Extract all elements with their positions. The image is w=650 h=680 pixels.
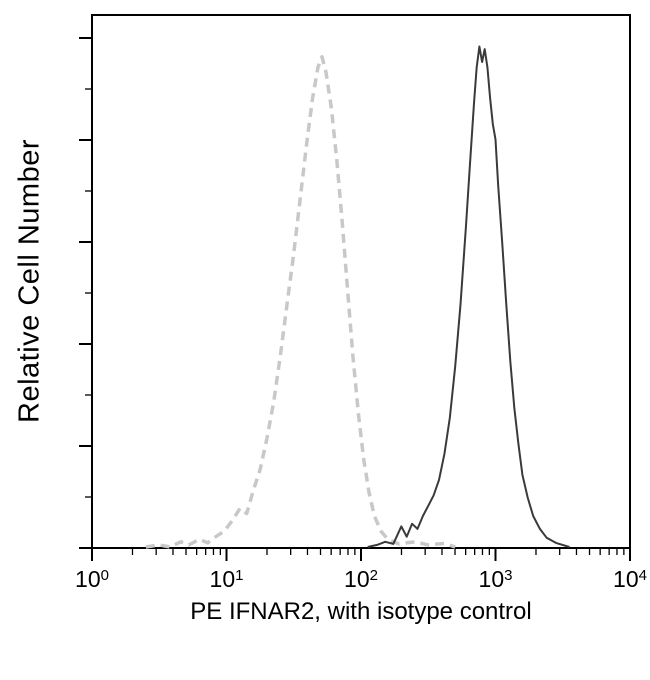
- x-tick-label: 102: [344, 566, 378, 592]
- x-tick-label: 101: [209, 566, 244, 592]
- x-tick-label: 104: [613, 566, 647, 592]
- x-axis-label: PE IFNAR2, with isotype control: [190, 598, 532, 625]
- y-axis-label: Relative Cell Number: [13, 139, 46, 423]
- plot-border: [91, 14, 631, 549]
- x-tick-label: 100: [75, 566, 109, 592]
- series-isotype-control: [145, 55, 456, 549]
- x-tick-label: 103: [478, 566, 513, 592]
- series-pe-ifnar2: [367, 45, 570, 548]
- x-axis-tick-labels: 100 101 102 103 104: [0, 566, 650, 598]
